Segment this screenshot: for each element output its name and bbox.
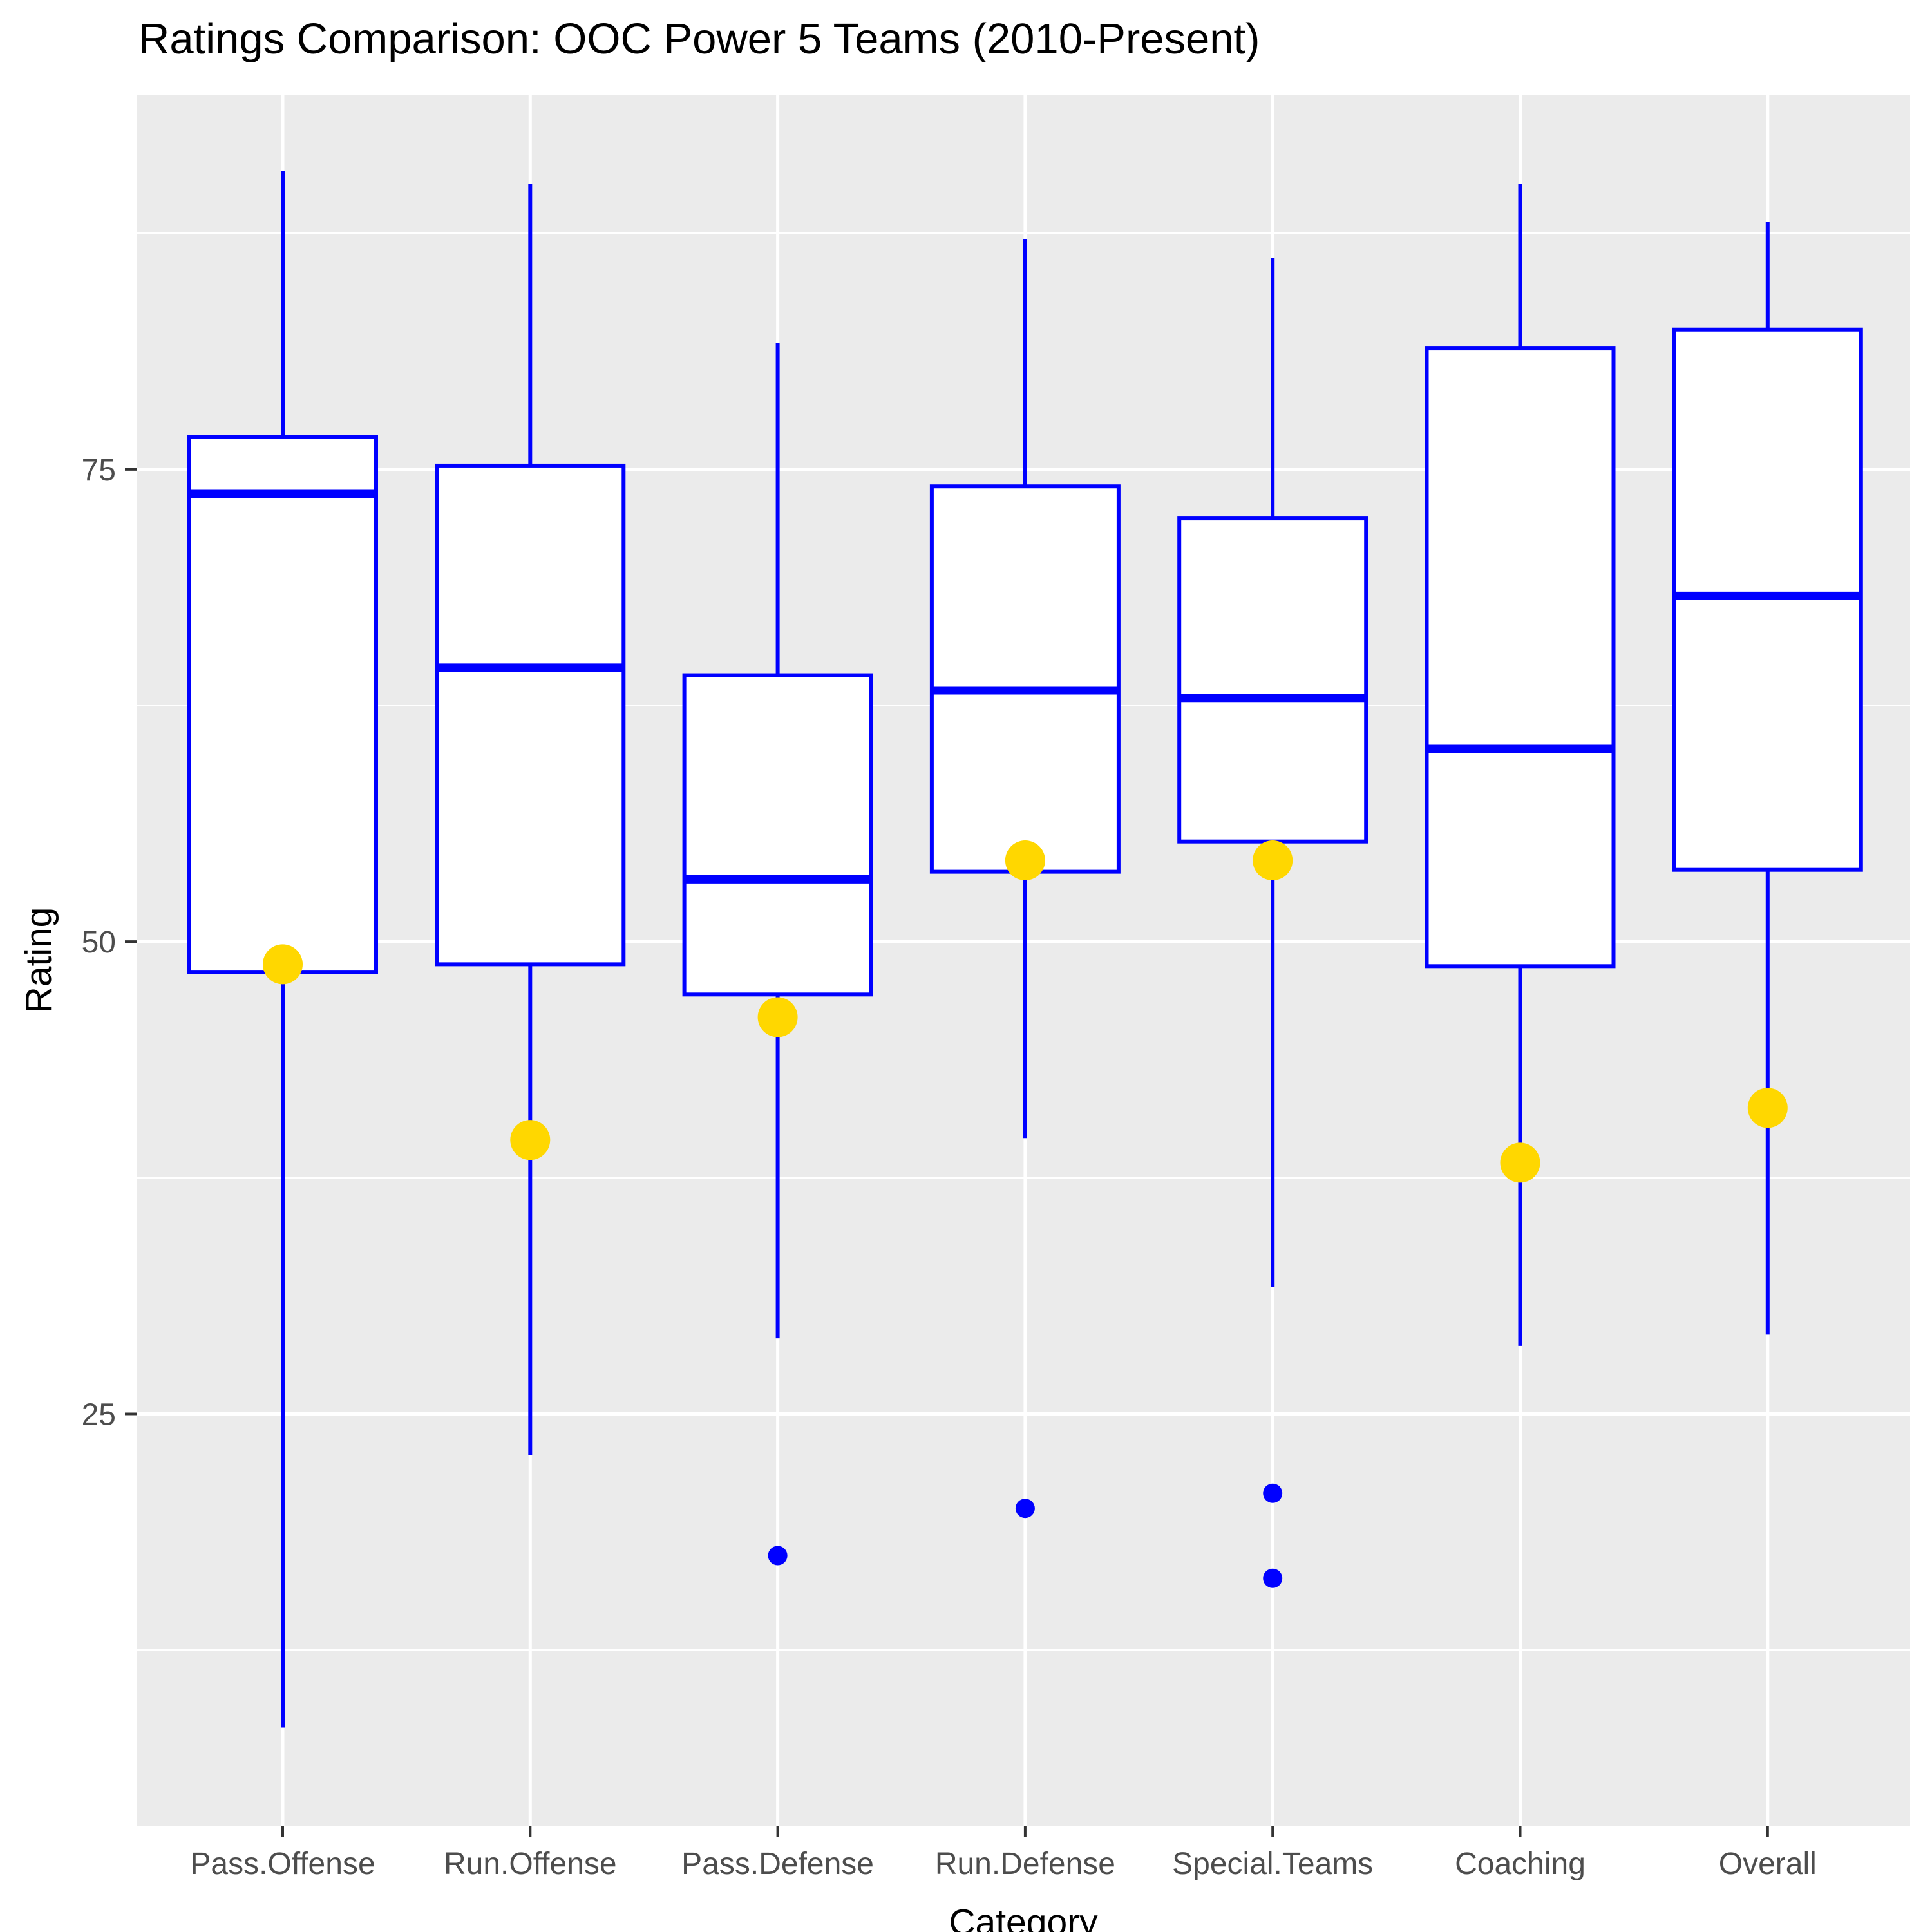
box-pass-offense xyxy=(187,435,378,974)
x-tick-label-run-defense: Run.Defense xyxy=(935,1847,1115,1881)
box-run-defense xyxy=(929,484,1121,874)
mean-point-overall xyxy=(1747,1088,1788,1128)
x-tick-label-special-teams: Special.Teams xyxy=(1172,1847,1373,1881)
x-axis-title: Category xyxy=(949,1902,1098,1932)
box-run-offense xyxy=(435,463,626,967)
x-tick-label-pass-defense: Pass.Defense xyxy=(681,1847,874,1881)
x-tick-label-run-offense: Run.Offense xyxy=(444,1847,617,1881)
box-pass-defense xyxy=(682,673,873,997)
y-tick-label-25: 25 xyxy=(82,1398,116,1432)
y-tick-label-75: 75 xyxy=(82,453,116,488)
mean-point-run-offense xyxy=(510,1120,551,1160)
x-tick-label-coaching: Coaching xyxy=(1455,1847,1586,1881)
box-coaching xyxy=(1425,346,1616,969)
outlier-point-special-teams-1 xyxy=(1263,1568,1283,1588)
x-tick-label-overall: Overall xyxy=(1719,1847,1817,1881)
mean-point-special-teams xyxy=(1253,840,1293,881)
outlier-point-run-defense-0 xyxy=(1015,1499,1035,1519)
y-tick-label-50: 50 xyxy=(82,925,116,960)
mean-point-run-defense xyxy=(1005,840,1045,881)
outlier-point-pass-defense-0 xyxy=(768,1546,788,1566)
chart-title: Ratings Comparison: OOC Power 5 Teams (2… xyxy=(138,15,1260,63)
box-special-teams xyxy=(1177,516,1368,844)
mean-point-pass-offense xyxy=(263,944,303,985)
outlier-point-special-teams-0 xyxy=(1263,1483,1283,1503)
x-tick-label-pass-offense: Pass.Offense xyxy=(190,1847,375,1881)
mean-point-coaching xyxy=(1500,1142,1540,1183)
mean-point-pass-defense xyxy=(757,997,798,1037)
